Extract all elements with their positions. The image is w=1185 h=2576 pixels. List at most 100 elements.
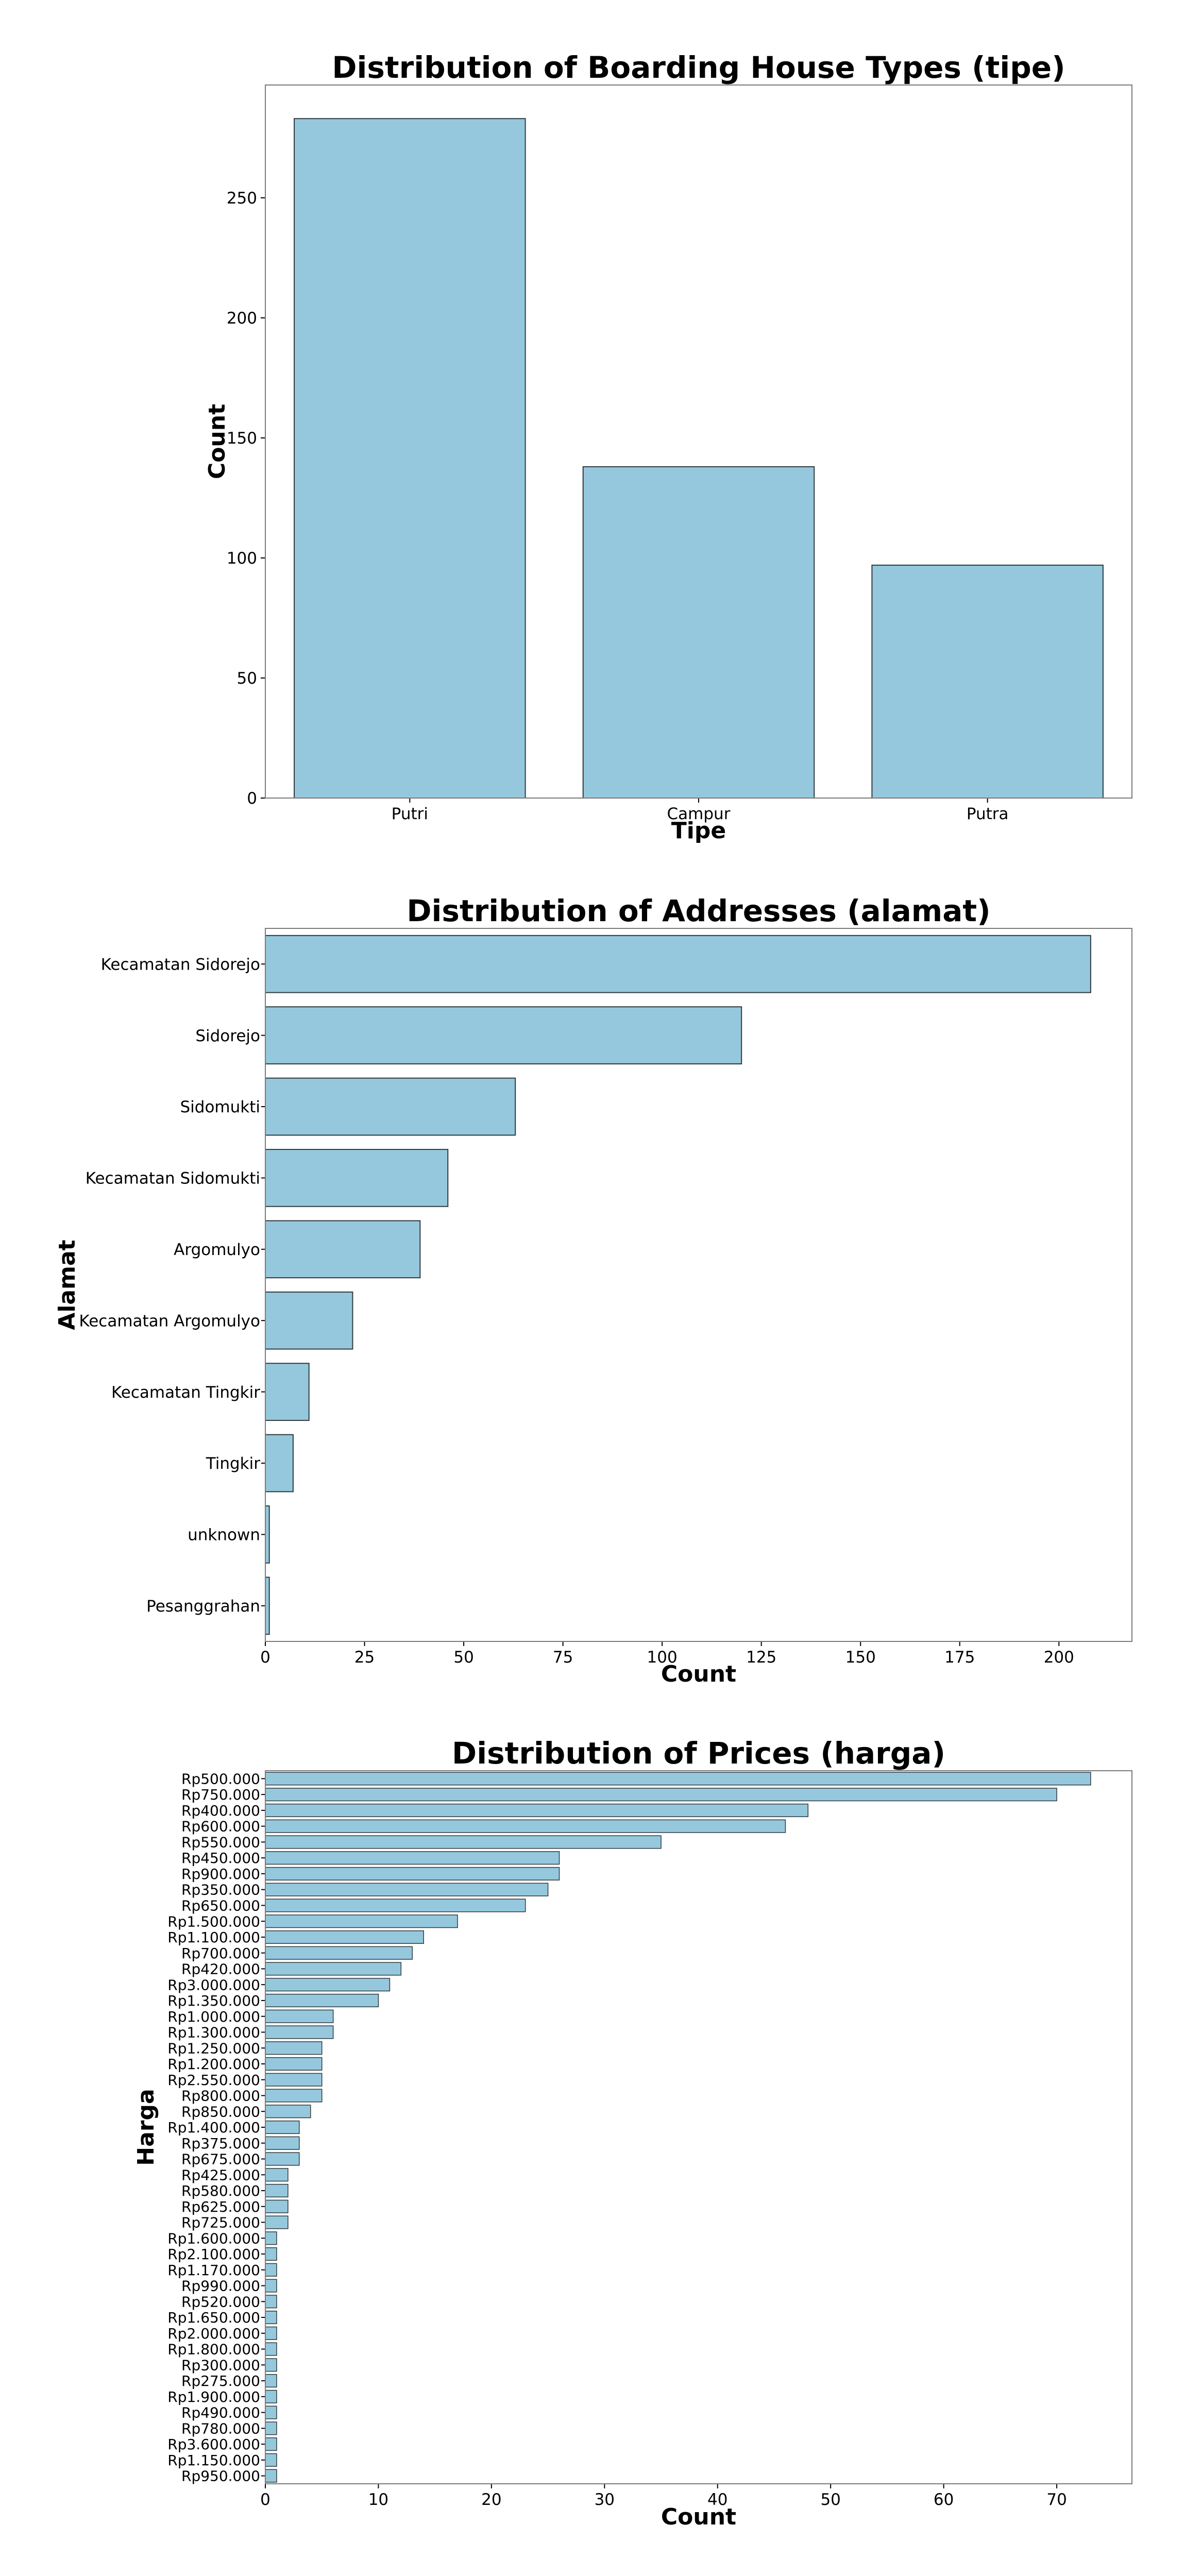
y-tick-label-sidomukti: Sidomukti <box>180 1098 261 1116</box>
y-tick-label-rp1-350-000: Rp1.350.000 <box>167 1992 260 2009</box>
bar-rp1-250-000 <box>265 2041 323 2055</box>
bar-unknown <box>265 1505 270 1564</box>
bar-rp700-000 <box>265 1946 413 1960</box>
y-tick-label-rp1-250-000: Rp1.250.000 <box>167 2040 260 2057</box>
bar-rp1-000-000 <box>265 2009 334 2023</box>
y-tick-label-rp1-000-000: Rp1.000.000 <box>167 2008 260 2025</box>
bar-rp650-000 <box>265 1899 526 1912</box>
bar-kecamatan-sidomukti <box>265 1149 449 1207</box>
y-tick-label-rp625-000: Rp625.000 <box>181 2198 260 2215</box>
bar-putri <box>294 118 526 799</box>
harga-x-axis-label: Count <box>661 2504 736 2530</box>
bar-rp3-000-000 <box>265 1978 391 1992</box>
y-tick-label-100: 100 <box>227 549 257 568</box>
y-tick-label-rp580-000: Rp580.000 <box>181 2182 260 2199</box>
y-tick-label-sidorejo: Sidorejo <box>195 1027 260 1045</box>
bar-pesanggrahan <box>265 1577 270 1635</box>
tipe-y-ticks: 0 50 100 150 200 250 <box>227 189 265 808</box>
bar-rp350-000 <box>265 1883 549 1896</box>
tipe-y-axis-label: Count <box>204 404 230 479</box>
y-tick-label-unknown: unknown <box>188 1526 260 1545</box>
y-tick-label-rp1-900-000: Rp1.900.000 <box>167 2388 260 2405</box>
y-tick-label-rp1-150-000: Rp1.150.000 <box>167 2452 260 2469</box>
y-tick-label-rp500-000: Rp500.000 <box>181 1770 260 1787</box>
bar-rp425-000 <box>265 2168 289 2182</box>
y-tick-label-pesanggrahan: Pesanggrahan <box>146 1597 260 1616</box>
y-tick-label-rp1-400-000: Rp1.400.000 <box>167 2119 260 2136</box>
bar-rp3-600-000 <box>265 2437 277 2451</box>
bar-rp1-600-000 <box>265 2231 277 2245</box>
bar-rp1-650-000 <box>265 2311 277 2325</box>
bar-rp725-000 <box>265 2215 289 2229</box>
y-tick-label-rp300-000: Rp300.000 <box>181 2357 260 2374</box>
y-tick-label-rp420-000: Rp420.000 <box>181 1961 260 1978</box>
bar-rp2-100-000 <box>265 2247 277 2261</box>
y-tick-label-rp950-000: Rp950.000 <box>181 2468 260 2485</box>
x-tick-label-150: 150 <box>845 1648 876 1667</box>
alamat-plot-frame <box>265 928 1132 1642</box>
bar-rp400-000 <box>265 1803 809 1817</box>
x-tick-label-60: 60 <box>934 2490 954 2509</box>
bar-rp850-000 <box>265 2105 311 2119</box>
y-tick-label-rp600-000: Rp600.000 <box>181 1818 260 1835</box>
bar-rp900-000 <box>265 1867 560 1880</box>
bar-rp750-000 <box>265 1788 1057 1802</box>
y-tick-label-kecamatan-argomulyo: Kecamatan Argomulyo <box>79 1312 260 1330</box>
alamat-x-ticks: 0 25 50 75 100 125 150 175 200 <box>260 1641 1074 1667</box>
harga-chart-title: Distribution of Prices (harga) <box>452 1736 945 1771</box>
y-tick-label-rp1-200-000: Rp1.200.000 <box>167 2056 260 2073</box>
y-tick-label-200: 200 <box>227 309 257 328</box>
x-tick-label-25: 25 <box>354 1648 375 1667</box>
y-tick-label-argomulyo: Argomulyo <box>174 1241 260 1259</box>
harga-chart: Distribution of Prices (harga) Rp500.000… <box>133 1736 1132 2530</box>
harga-y-ticks: Rp500.000Rp750.000Rp400.000Rp600.000Rp55… <box>167 1770 265 2485</box>
bar-rp375-000 <box>265 2136 300 2150</box>
y-tick-label-50: 50 <box>237 669 257 688</box>
x-tick-label-campur: Campur <box>667 805 731 823</box>
y-tick-label-250: 250 <box>227 189 257 208</box>
bar-rp1-500-000 <box>265 1914 458 1928</box>
bar-sidorejo <box>265 1006 742 1064</box>
y-tick-label-kecamatan-sidomukti: Kecamatan Sidomukti <box>86 1170 260 1188</box>
alamat-y-axis-label: Alamat <box>54 1240 80 1330</box>
alamat-chart-title: Distribution of Addresses (alamat) <box>407 893 990 928</box>
bar-rp1-350-000 <box>265 1993 379 2008</box>
y-tick-label-rp2-550-000: Rp2.550.000 <box>167 2072 260 2089</box>
y-tick-label-rp1-300-000: Rp1.300.000 <box>167 2024 260 2041</box>
harga-y-axis-label: Harga <box>133 2089 159 2165</box>
bar-kecamatan-sidorejo <box>265 935 1091 993</box>
bar-rp275-000 <box>265 2374 277 2388</box>
y-tick-label-rp2-000-000: Rp2.000.000 <box>167 2325 260 2342</box>
y-tick-label-kecamatan-sidorejo: Kecamatan Sidorejo <box>101 955 260 974</box>
bar-rp675-000 <box>265 2152 300 2166</box>
bar-rp490-000 <box>265 2405 277 2419</box>
x-tick-label-0: 0 <box>260 2490 270 2509</box>
x-tick-label-50: 50 <box>453 1648 473 1667</box>
bar-rp800-000 <box>265 2089 323 2103</box>
y-tick-label-rp990-000: Rp990.000 <box>181 2278 260 2295</box>
x-tick-label-0: 0 <box>260 1648 270 1667</box>
y-tick-label-rp1-800-000: Rp1.800.000 <box>167 2341 260 2358</box>
harga-bars <box>265 1772 1091 2483</box>
bar-rp420-000 <box>265 1962 402 1976</box>
y-tick-label-rp700-000: Rp700.000 <box>181 1945 260 1962</box>
y-tick-label-rp400-000: Rp400.000 <box>181 1802 260 1819</box>
tipe-plot-frame <box>265 84 1132 799</box>
x-tick-label-putra: Putra <box>967 805 1009 823</box>
y-tick-label-rp650-000: Rp650.000 <box>181 1897 260 1914</box>
harga-plot-frame <box>265 1770 1132 2484</box>
bar-argomulyo <box>265 1220 421 1279</box>
x-tick-label-20: 20 <box>481 2490 501 2509</box>
bar-kecamatan-argomulyo <box>265 1291 353 1350</box>
bar-rp600-000 <box>265 1819 786 1833</box>
x-tick-label-putri: Putri <box>392 805 428 823</box>
bar-rp780-000 <box>265 2421 277 2435</box>
x-tick-label-70: 70 <box>1046 2490 1066 2509</box>
bar-rp1-200-000 <box>265 2057 323 2071</box>
y-tick-label-rp1-600-000: Rp1.600.000 <box>167 2230 260 2247</box>
y-tick-label-rp750-000: Rp750.000 <box>181 1786 260 1803</box>
y-tick-label-rp675-000: Rp675.000 <box>181 2151 260 2168</box>
bar-rp1-100-000 <box>265 1930 424 1944</box>
bar-rp1-170-000 <box>265 2263 277 2277</box>
